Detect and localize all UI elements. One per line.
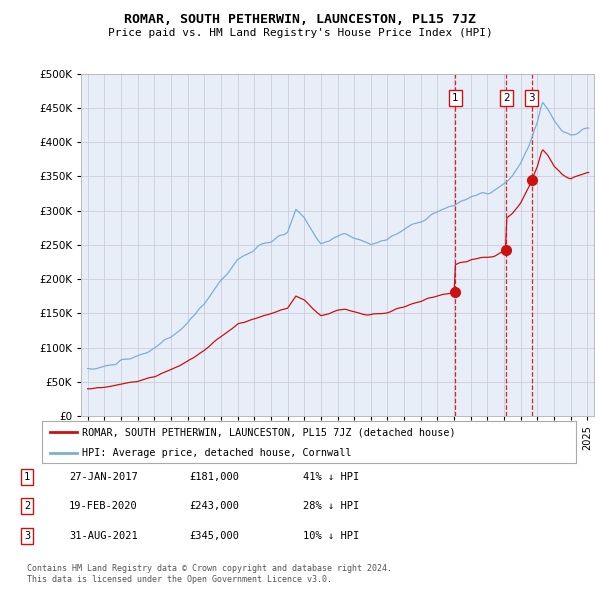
Text: 3: 3 [24, 531, 30, 540]
Text: 3: 3 [529, 93, 535, 103]
Text: 27-JAN-2017: 27-JAN-2017 [69, 472, 138, 481]
Text: 2: 2 [24, 502, 30, 511]
Text: £181,000: £181,000 [189, 472, 239, 481]
Text: HPI: Average price, detached house, Cornwall: HPI: Average price, detached house, Corn… [82, 448, 352, 458]
Text: 10% ↓ HPI: 10% ↓ HPI [303, 531, 359, 540]
Text: 2: 2 [503, 93, 509, 103]
Text: 1: 1 [452, 93, 458, 103]
Text: £345,000: £345,000 [189, 531, 239, 540]
Text: 19-FEB-2020: 19-FEB-2020 [69, 502, 138, 511]
Text: Contains HM Land Registry data © Crown copyright and database right 2024.: Contains HM Land Registry data © Crown c… [27, 565, 392, 573]
Text: This data is licensed under the Open Government Licence v3.0.: This data is licensed under the Open Gov… [27, 575, 332, 584]
Text: ROMAR, SOUTH PETHERWIN, LAUNCESTON, PL15 7JZ: ROMAR, SOUTH PETHERWIN, LAUNCESTON, PL15… [124, 13, 476, 26]
Text: 1: 1 [24, 472, 30, 481]
Text: 31-AUG-2021: 31-AUG-2021 [69, 531, 138, 540]
Text: £243,000: £243,000 [189, 502, 239, 511]
Text: 41% ↓ HPI: 41% ↓ HPI [303, 472, 359, 481]
Text: Price paid vs. HM Land Registry's House Price Index (HPI): Price paid vs. HM Land Registry's House … [107, 28, 493, 38]
Text: 28% ↓ HPI: 28% ↓ HPI [303, 502, 359, 511]
Text: ROMAR, SOUTH PETHERWIN, LAUNCESTON, PL15 7JZ (detached house): ROMAR, SOUTH PETHERWIN, LAUNCESTON, PL15… [82, 427, 455, 437]
